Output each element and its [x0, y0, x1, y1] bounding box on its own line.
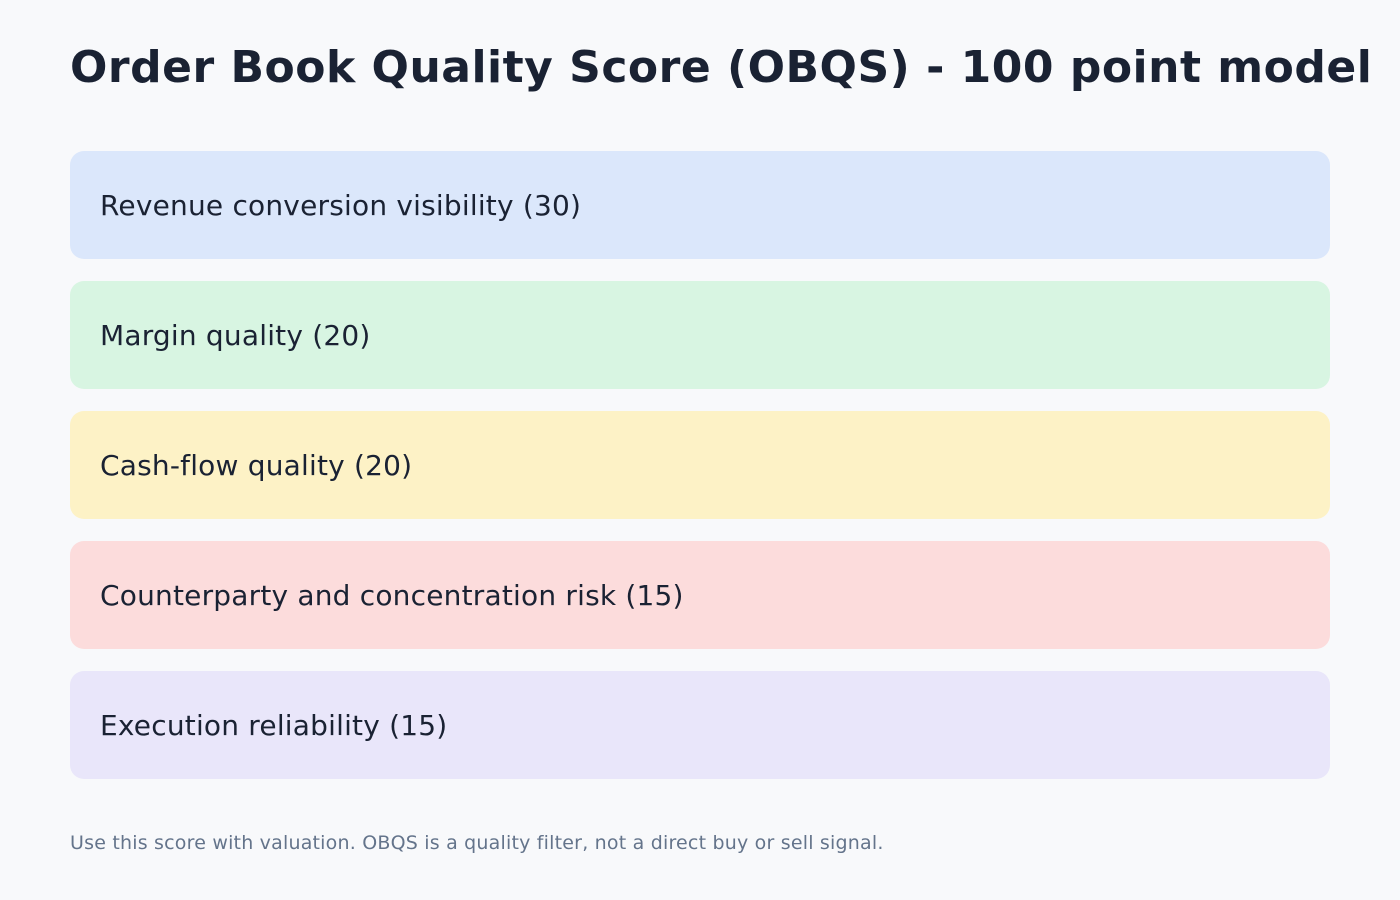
score-component-label: Revenue conversion visibility (30) — [100, 188, 582, 222]
score-component-label: Margin quality (20) — [100, 318, 371, 352]
score-components-list: Revenue conversion visibility (30) Margi… — [70, 151, 1330, 801]
score-component-label: Cash-flow quality (20) — [100, 448, 413, 482]
score-component-box-counterparty-risk: Counterparty and concentration risk (15) — [70, 541, 1330, 649]
score-component-label: Counterparty and concentration risk (15) — [100, 578, 684, 612]
score-component-box-execution-reliability: Execution reliability (15) — [70, 671, 1330, 779]
score-component-box-margin-quality: Margin quality (20) — [70, 281, 1330, 389]
footer-note: Use this score with valuation. OBQS is a… — [70, 832, 884, 854]
score-component-box-revenue-conversion: Revenue conversion visibility (30) — [70, 151, 1330, 259]
score-component-box-cash-flow-quality: Cash-flow quality (20) — [70, 411, 1330, 519]
page-title: Order Book Quality Score (OBQS) - 100 po… — [70, 42, 1373, 93]
score-component-label: Execution reliability (15) — [100, 708, 448, 742]
